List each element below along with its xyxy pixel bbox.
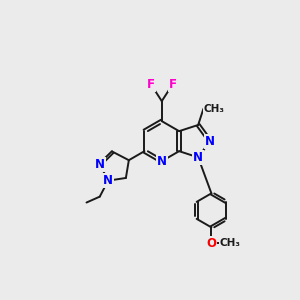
Text: N: N: [95, 158, 105, 171]
Text: O: O: [206, 237, 216, 250]
Text: N: N: [103, 174, 113, 187]
Text: CH₃: CH₃: [203, 104, 224, 114]
Text: F: F: [147, 78, 155, 91]
Text: F: F: [169, 78, 177, 91]
Text: N: N: [193, 151, 203, 164]
Text: N: N: [205, 135, 215, 148]
Text: N: N: [157, 155, 167, 168]
Text: CH₃: CH₃: [220, 238, 241, 248]
